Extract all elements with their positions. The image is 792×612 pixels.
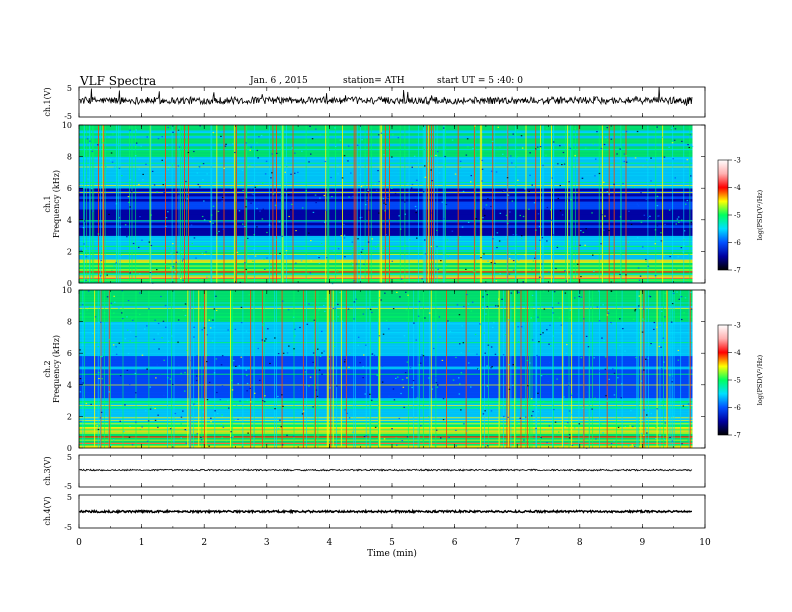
ch2-spectrogram-image <box>79 290 693 449</box>
ch1-spectrogram-panel: 0 2 4 6 8 10 ch.1 Frequency (kHz) <box>43 121 706 288</box>
ch2-colorbar: -3 -4 -5 -6 -7 log(PSD(V²/Hz) <box>717 322 764 440</box>
spec-ytick-label: 0 <box>67 444 72 453</box>
spec-ytick-label: 6 <box>67 184 72 193</box>
ch1-ylabel: ch.1(V) <box>43 87 52 116</box>
spec-ytick-label: 0 <box>67 279 72 288</box>
ch4-waveform-panel: 5 -5 ch.4(V) <box>43 493 706 532</box>
ch3-ytick-bottom: -5 <box>64 482 72 491</box>
colorbar-tick-label: -5 <box>734 212 741 220</box>
spec-ytick-label: 2 <box>67 247 72 256</box>
ch1-ytick-top: 5 <box>67 84 72 93</box>
spec-ytick-label: 2 <box>67 412 72 421</box>
x-tick-label: 6 <box>452 538 458 548</box>
start-time-label: start UT = 5 :40: 0 <box>437 76 523 86</box>
ch4-waveform-line <box>78 508 692 515</box>
x-tick-label: 2 <box>201 538 207 548</box>
ch1-waveform-line <box>79 86 693 106</box>
date-label: Jan. 6 , 2015 <box>249 76 308 86</box>
ch4-ytick-bottom: -5 <box>64 523 72 532</box>
ch3-ytick-top: 5 <box>67 453 72 462</box>
ch2-spec-ylabel-1: ch.2 <box>43 360 52 377</box>
colorbar-tick-label: -6 <box>734 239 741 247</box>
colorbar-tick-label: -4 <box>734 184 741 192</box>
colorbar-tick-label: -6 <box>734 404 741 412</box>
ch3-ylabel: ch.3(V) <box>43 456 52 485</box>
x-tick-label: 9 <box>640 538 646 548</box>
ch2-spectrogram-panel: 0 2 4 6 8 10 ch.2 Frequency (kHz) <box>43 286 706 453</box>
x-tick-label: 3 <box>264 538 270 548</box>
colorbar-tick-label: -3 <box>734 157 741 165</box>
colorbar-tick-label: -4 <box>734 349 741 357</box>
ch4-ytick-top: 5 <box>67 493 72 502</box>
x-tick-label: 1 <box>139 538 145 548</box>
ch3-waveform-panel: 5 -5 ch.3(V) <box>43 453 706 491</box>
ch1-ytick-bottom: -5 <box>64 112 72 121</box>
x-tick-label: 8 <box>577 538 583 548</box>
ch4-ylabel: ch.4(V) <box>43 496 52 525</box>
spec-ytick-label: 10 <box>62 286 72 295</box>
spec-ytick-label: 4 <box>67 216 72 225</box>
x-tick-label: 0 <box>76 538 82 548</box>
ch1-waveform-panel: 5 -5 ch.1(V) <box>43 84 706 121</box>
ch3-waveform-line <box>79 468 693 472</box>
ch1-spec-ylabel-1: ch.1 <box>43 195 52 212</box>
colorbar-tick-label: -3 <box>734 322 741 330</box>
colorbar-tick-label: -7 <box>734 432 741 440</box>
ch1-spec-ylabel-2: Frequency (kHz) <box>52 170 61 238</box>
ch2-colorbar-scale <box>717 324 729 436</box>
x-tick-label: 7 <box>514 538 520 548</box>
ch1-colorbar-scale <box>717 159 729 271</box>
x-axis-label: Time (min) <box>367 548 417 559</box>
spec-ytick-label: 10 <box>62 121 72 130</box>
ch2-colorbar-label: log(PSD(V²/Hz) <box>756 354 764 405</box>
x-axis: 0 1 2 3 4 5 6 7 8 9 10 <box>76 87 711 548</box>
x-tick-label: 5 <box>389 538 395 548</box>
colorbar-tick-label: -5 <box>734 377 741 385</box>
figure-title: VLF Spectra <box>79 74 156 88</box>
spec-ytick-label: 8 <box>67 318 72 327</box>
spec-ytick-label: 8 <box>67 153 72 162</box>
ch1-colorbar-label: log(PSD(V²/Hz) <box>756 189 764 240</box>
ch1-colorbar: -3 -4 -5 -6 -7 log(PSD(V²/Hz) <box>717 157 764 275</box>
ch2-spec-ylabel-2: Frequency (kHz) <box>52 335 61 403</box>
colorbar-tick-label: -7 <box>734 267 741 275</box>
spec-ytick-label: 6 <box>67 349 72 358</box>
station-label: station= ATH <box>343 76 405 86</box>
x-tick-label: 4 <box>327 538 333 548</box>
x-tick-label: 10 <box>699 538 711 548</box>
spec-ytick-label: 4 <box>67 381 72 390</box>
ch1-spectrogram-image <box>79 125 694 285</box>
